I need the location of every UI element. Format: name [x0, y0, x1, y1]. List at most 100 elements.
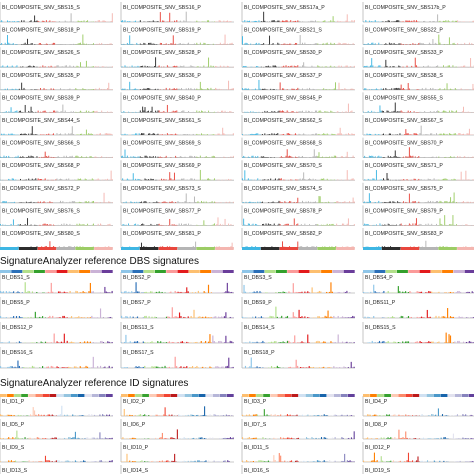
signature-bar: [45, 246, 47, 248]
signature-bar: [452, 43, 454, 45]
signature-bar: [438, 89, 440, 90]
signature-bar: [287, 111, 289, 113]
signature-bar: [293, 65, 295, 68]
signature-bar: [157, 21, 159, 22]
signature-bar: [70, 437, 72, 439]
signature-bar: [144, 65, 146, 68]
signature-bar: [415, 65, 417, 68]
signature-bar: [229, 21, 231, 22]
signature-bar: [265, 65, 267, 68]
signature-bar: [194, 292, 197, 293]
signature-bar: [167, 367, 169, 368]
signature-bar: [305, 110, 307, 113]
signature-bar: [351, 246, 353, 248]
signature-bar: [418, 178, 420, 181]
signature-bar: [196, 365, 198, 368]
signature-bar: [10, 366, 12, 368]
signature-bar: [323, 341, 325, 343]
signature-bar: [454, 133, 456, 135]
signature-bar: [111, 366, 113, 368]
signature-bar: [458, 133, 460, 135]
signature-bar: [312, 366, 315, 368]
signature-bar: [80, 202, 81, 203]
signature-bar: [21, 292, 23, 293]
signature-bar: [134, 341, 136, 343]
signature-bar: [303, 172, 305, 181]
signature-bar: [318, 414, 320, 416]
signature-bar: [88, 201, 90, 203]
signature-bar: [0, 414, 2, 416]
signature-bar: [460, 202, 462, 203]
signature-bar: [254, 43, 256, 45]
signature-bar: [50, 65, 52, 68]
signature-bar: [249, 341, 251, 343]
signature-bar: [163, 20, 165, 22]
signature-bar: [136, 42, 138, 45]
signature-bar: [387, 155, 389, 158]
signature-bar: [394, 21, 396, 22]
signature-bar: [463, 106, 464, 113]
signature-bar: [91, 414, 93, 416]
context-strip: [326, 394, 334, 397]
signature-bar: [1, 291, 3, 293]
signature-bar: [301, 367, 303, 368]
signature-bar: [216, 66, 218, 68]
signature-bar: [284, 246, 286, 248]
signature-bar: [46, 460, 48, 462]
signature-bar: [134, 415, 136, 416]
signature-bar: [103, 88, 105, 90]
signature-bar: [202, 111, 204, 113]
signature-bar: [467, 201, 469, 203]
signature-bar: [350, 361, 352, 368]
context-strip: [22, 270, 34, 273]
signature-bar: [265, 292, 267, 293]
signature-bar: [228, 291, 230, 293]
signature-bar: [17, 21, 19, 22]
signature-bar: [256, 366, 258, 368]
signature-bar: [178, 88, 180, 90]
signature-bar: [204, 246, 206, 248]
signature-bar: [352, 155, 354, 158]
signature-bar: [264, 88, 266, 90]
signature-bar: [297, 197, 299, 203]
signature-bar: [231, 291, 233, 293]
context-strip: [260, 247, 280, 250]
signature-bar: [232, 342, 234, 343]
signature-bar: [4, 111, 6, 113]
signature-bar: [63, 333, 65, 343]
signature-bar: [415, 218, 417, 226]
signature-bar: [257, 66, 259, 68]
signature-bar: [280, 414, 282, 416]
signature-bar: [405, 129, 407, 135]
signature-bar: [34, 311, 36, 318]
signature-bar: [336, 156, 338, 158]
signature-bar: [345, 89, 347, 90]
signature-bar: [421, 88, 423, 90]
signature-bar: [8, 460, 10, 462]
signature-bar: [414, 178, 416, 181]
signature-bar: [23, 133, 25, 135]
context-strip: [468, 394, 474, 397]
signature-bar: [130, 415, 132, 416]
signature-bar: [367, 316, 369, 318]
signature-bar: [124, 149, 126, 158]
signature-bar: [125, 334, 127, 343]
signature-bar: [129, 341, 131, 343]
signature-bar: [132, 156, 134, 158]
signature-bar: [212, 335, 214, 343]
signature-bar: [96, 43, 98, 45]
signature-bar: [368, 20, 370, 22]
signature-bar: [348, 437, 350, 439]
signature-bar: [149, 438, 151, 439]
signature-bar: [129, 81, 131, 90]
signature-bar: [173, 342, 175, 343]
signature-bar: [50, 156, 52, 158]
signature-bar: [208, 20, 210, 22]
signature-bar: [16, 430, 18, 439]
signature-bar: [286, 149, 288, 158]
signature-bar: [255, 414, 257, 416]
signature-bar: [322, 202, 323, 203]
signature-bar: [402, 437, 404, 439]
context-strip: [211, 270, 223, 273]
signature-bar: [353, 65, 355, 68]
